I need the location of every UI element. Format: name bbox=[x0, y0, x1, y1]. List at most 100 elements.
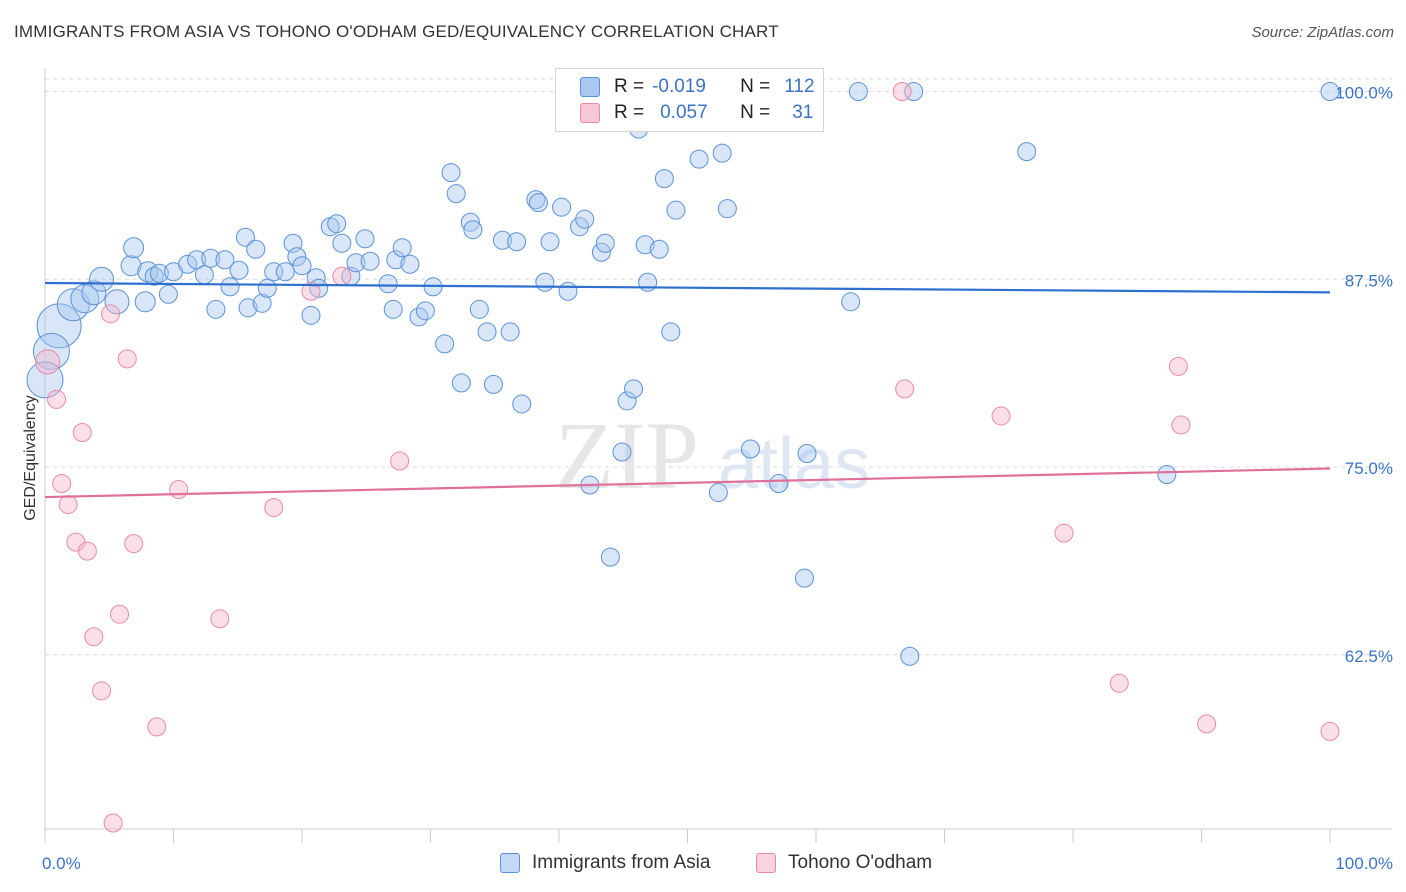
point-asia bbox=[264, 262, 284, 282]
point-asia bbox=[654, 169, 674, 189]
point-tohono bbox=[72, 422, 92, 442]
series-legend-asia: Immigrants from Asia bbox=[500, 852, 710, 874]
point-asia bbox=[301, 305, 321, 325]
point-tohono bbox=[210, 609, 230, 629]
point-tohono bbox=[124, 534, 144, 554]
point-asia bbox=[360, 251, 380, 271]
point-tohono bbox=[35, 349, 61, 375]
series-legend: Immigrants from Asia Tohono O'odham bbox=[0, 850, 1406, 880]
point-tohono bbox=[895, 379, 915, 399]
series-legend-asia-label: Immigrants from Asia bbox=[532, 852, 711, 873]
legend-r-label: R = bbox=[614, 76, 645, 97]
point-tohono bbox=[77, 541, 97, 561]
point-asia bbox=[848, 82, 868, 102]
legend-swatch-tohono bbox=[580, 103, 600, 123]
point-asia bbox=[595, 233, 615, 253]
point-asia bbox=[708, 483, 728, 503]
point-asia bbox=[215, 250, 235, 270]
point-asia bbox=[238, 298, 258, 318]
legend-row-tohono: R = 0.057 N = 31 bbox=[580, 100, 813, 126]
point-tohono bbox=[47, 389, 67, 409]
point-asia bbox=[275, 262, 295, 282]
point-asia bbox=[194, 265, 214, 285]
point-asia bbox=[535, 272, 555, 292]
legend-n-label: N = bbox=[740, 76, 771, 97]
point-asia bbox=[383, 299, 403, 319]
point-tohono bbox=[264, 498, 284, 518]
point-tohono bbox=[1197, 714, 1217, 734]
point-asia bbox=[552, 197, 572, 217]
point-asia bbox=[797, 444, 817, 464]
point-asia bbox=[624, 379, 644, 399]
point-tohono bbox=[58, 495, 78, 515]
point-asia bbox=[1017, 142, 1037, 162]
y-tick-label: 62.5% bbox=[1345, 647, 1393, 666]
point-asia bbox=[257, 278, 277, 298]
point-asia bbox=[201, 248, 221, 268]
point-asia bbox=[246, 239, 266, 259]
point-asia bbox=[229, 260, 249, 280]
point-asia bbox=[104, 289, 130, 315]
point-asia bbox=[904, 82, 924, 102]
point-asia bbox=[507, 232, 527, 252]
point-asia bbox=[477, 322, 497, 342]
point-tohono bbox=[1168, 356, 1188, 376]
trend-lines bbox=[44, 281, 1331, 499]
point-asia bbox=[441, 163, 461, 183]
watermark-atlas: atlas bbox=[718, 424, 870, 504]
point-asia bbox=[26, 361, 64, 399]
point-asia bbox=[451, 373, 471, 393]
point-asia bbox=[123, 237, 145, 259]
point-tohono bbox=[301, 281, 321, 301]
point-asia bbox=[187, 250, 207, 270]
watermark: ZIP atlas bbox=[555, 402, 870, 509]
point-asia bbox=[575, 209, 595, 229]
point-asia bbox=[158, 284, 178, 304]
grid-lines bbox=[45, 78, 1392, 656]
point-asia bbox=[1157, 465, 1177, 485]
point-asia bbox=[769, 474, 789, 494]
point-asia bbox=[689, 149, 709, 169]
point-asia bbox=[134, 291, 156, 313]
y-tick-label: 75.0% bbox=[1345, 459, 1393, 478]
point-asia bbox=[638, 272, 658, 292]
point-tohono bbox=[1171, 415, 1191, 435]
point-asia bbox=[635, 235, 655, 255]
point-tohono bbox=[84, 627, 104, 647]
point-asia bbox=[492, 230, 512, 250]
point-tohono bbox=[892, 82, 912, 102]
point-tohono bbox=[332, 266, 352, 286]
series-legend-tohono-label: Tohono O'odham bbox=[788, 852, 933, 873]
point-asia bbox=[841, 292, 861, 312]
point-tohono bbox=[92, 681, 112, 701]
source-label: Source: ZipAtlas.com bbox=[1251, 24, 1394, 41]
watermark-zip: ZIP bbox=[555, 402, 699, 509]
legend-n-value: 112 bbox=[784, 76, 815, 97]
point-asia bbox=[500, 322, 520, 342]
chart-title: IMMIGRANTS FROM ASIA VS TOHONO O'ODHAM G… bbox=[14, 22, 779, 41]
point-asia bbox=[558, 281, 578, 301]
point-asia bbox=[32, 332, 70, 370]
point-tohono bbox=[101, 304, 121, 324]
point-asia bbox=[446, 184, 466, 204]
y-tick-label: 100.0% bbox=[1335, 84, 1393, 103]
point-tohono bbox=[1054, 523, 1074, 543]
legend-r-value: -0.019 bbox=[652, 76, 706, 97]
point-asia bbox=[355, 229, 375, 249]
point-asia bbox=[526, 190, 546, 210]
point-asia bbox=[252, 293, 272, 313]
point-asia bbox=[612, 442, 632, 462]
point-asia bbox=[528, 193, 548, 213]
legend-swatch-asia bbox=[580, 77, 600, 97]
legend-n-value: 31 bbox=[792, 102, 814, 123]
point-asia bbox=[600, 547, 620, 567]
point-tohono bbox=[103, 813, 123, 833]
point-tohono bbox=[169, 480, 189, 500]
series-legend-asia-swatch bbox=[500, 853, 520, 873]
point-asia bbox=[717, 199, 737, 219]
tick-labels: 62.5% 75.0% 87.5% 100.0% 0.0% 100.0% bbox=[42, 84, 1393, 873]
point-asia bbox=[483, 374, 503, 394]
y-axis-label: GED/Equivalency bbox=[22, 395, 39, 520]
point-asia bbox=[400, 254, 420, 274]
